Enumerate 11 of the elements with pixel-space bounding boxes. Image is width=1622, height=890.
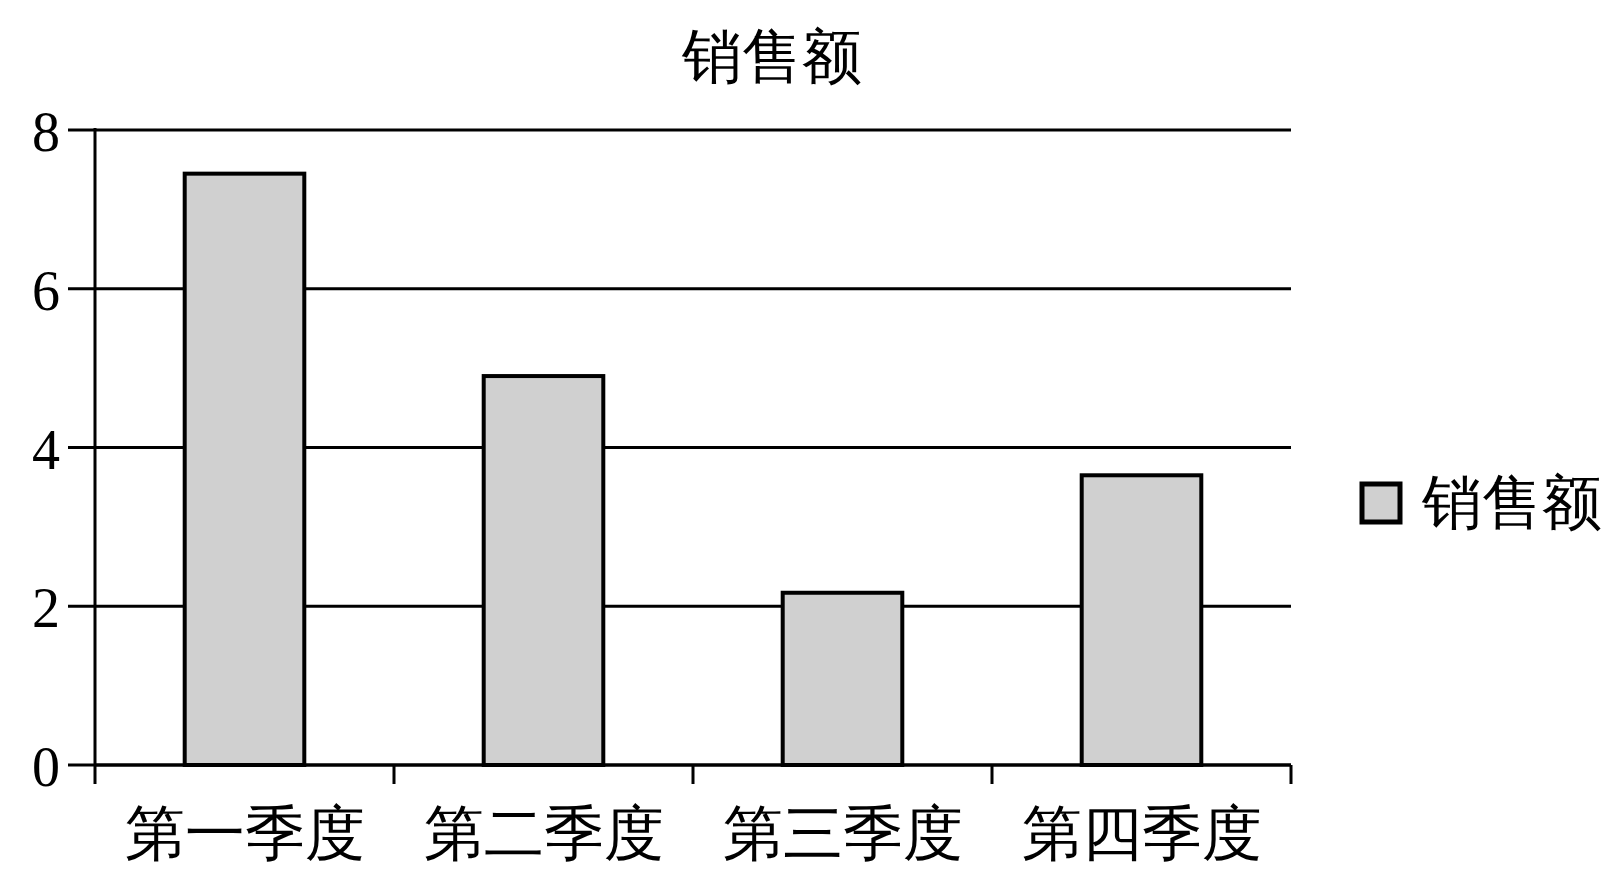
ytick-label: 4 (32, 418, 60, 481)
ytick-label: 8 (32, 101, 60, 163)
ytick-label: 0 (32, 736, 60, 798)
title: 销售额 (682, 24, 862, 90)
xtick-label: 第四季度 (1021, 801, 1262, 867)
ytick-label: 6 (32, 259, 60, 322)
legend-label: 销售额 (1422, 470, 1602, 536)
ytick-label: 2 (32, 577, 60, 640)
xtick-label: 第二季度 (423, 801, 664, 867)
xtick-label: 第一季度 (124, 801, 365, 867)
xtick-label: 第三季度 (722, 801, 963, 867)
